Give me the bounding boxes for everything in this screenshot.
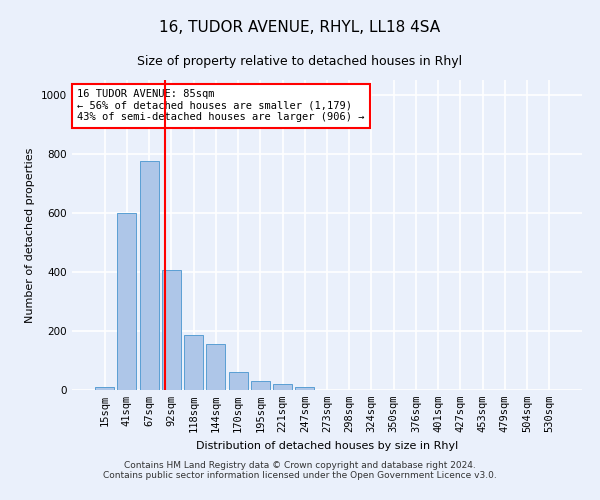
- Bar: [162, 270, 181, 390]
- Text: 16, TUDOR AVENUE, RHYL, LL18 4SA: 16, TUDOR AVENUE, RHYL, LL18 4SA: [160, 20, 440, 35]
- Text: Size of property relative to detached houses in Rhyl: Size of property relative to detached ho…: [137, 55, 463, 68]
- Bar: [95, 387, 114, 390]
- Bar: [229, 372, 248, 390]
- Bar: [295, 387, 314, 390]
- X-axis label: Distribution of detached houses by size in Rhyl: Distribution of detached houses by size …: [196, 440, 458, 450]
- Bar: [140, 161, 158, 390]
- Bar: [273, 384, 292, 390]
- Text: 16 TUDOR AVENUE: 85sqm
← 56% of detached houses are smaller (1,179)
43% of semi-: 16 TUDOR AVENUE: 85sqm ← 56% of detached…: [77, 90, 365, 122]
- Bar: [206, 344, 225, 390]
- Bar: [184, 336, 203, 390]
- Bar: [251, 381, 270, 390]
- Y-axis label: Number of detached properties: Number of detached properties: [25, 148, 35, 322]
- Bar: [118, 213, 136, 390]
- Text: Contains HM Land Registry data © Crown copyright and database right 2024.
Contai: Contains HM Land Registry data © Crown c…: [103, 460, 497, 480]
